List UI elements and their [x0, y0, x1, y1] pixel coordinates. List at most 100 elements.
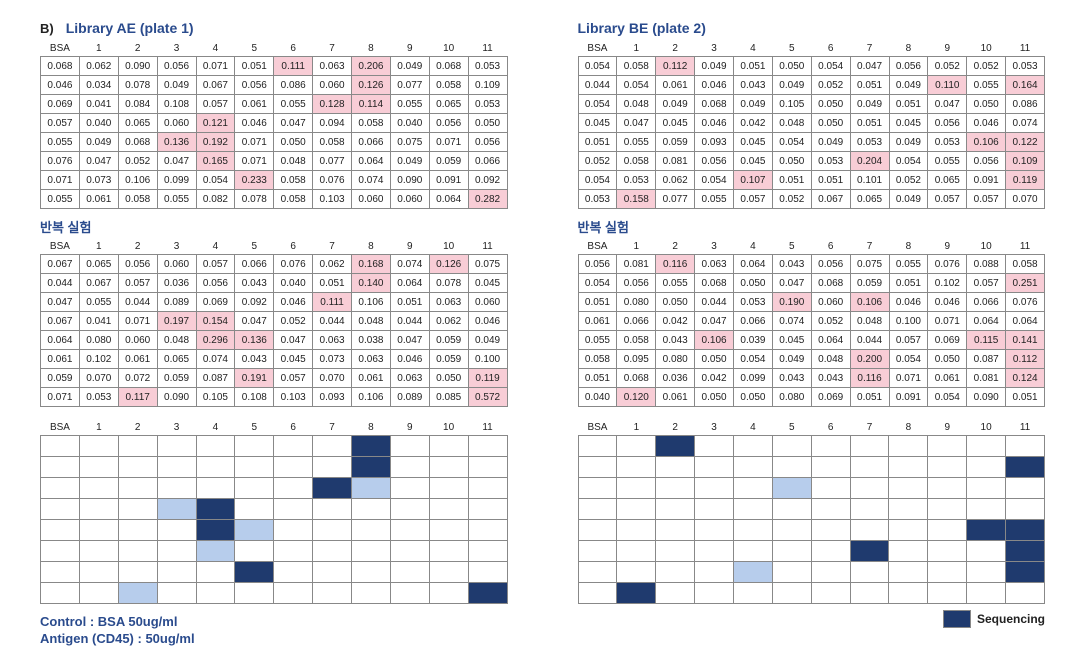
- colorgrid-ae: BSA1234567891011: [40, 419, 508, 604]
- color-cell: [850, 520, 889, 541]
- data-cell: 0.058: [274, 190, 313, 209]
- color-cell: [41, 562, 80, 583]
- data-cell: 0.048: [274, 152, 313, 171]
- data-cell: 0.572: [468, 388, 507, 407]
- data-cell: 0.056: [695, 152, 734, 171]
- color-cell: [41, 541, 80, 562]
- color-cell: [617, 562, 656, 583]
- data-cell: 0.056: [235, 76, 274, 95]
- color-cell: [578, 436, 617, 457]
- data-cell: 0.051: [850, 388, 889, 407]
- data-cell: 0.051: [850, 114, 889, 133]
- data-cell: 0.065: [850, 190, 889, 209]
- color-cell: [772, 436, 811, 457]
- color-cell: [429, 520, 468, 541]
- data-cell: 0.091: [967, 171, 1006, 190]
- data-cell: 0.076: [274, 255, 313, 274]
- color-cell: [967, 583, 1006, 604]
- color-cell: [889, 520, 928, 541]
- color-cell: [313, 541, 352, 562]
- col-header: 7: [313, 40, 352, 57]
- data-cell: 0.045: [468, 274, 507, 293]
- col-header: BSA: [41, 238, 80, 255]
- color-cell: [157, 562, 196, 583]
- data-cell: 0.060: [811, 293, 850, 312]
- data-cell: 0.049: [390, 57, 429, 76]
- data-cell: 0.048: [352, 312, 391, 331]
- data-cell: 0.049: [850, 95, 889, 114]
- color-cell: [468, 499, 507, 520]
- data-cell: 0.048: [850, 312, 889, 331]
- col-header: 2: [656, 419, 695, 436]
- data-cell: 0.058: [118, 190, 157, 209]
- color-cell: [79, 478, 118, 499]
- data-cell: 0.054: [772, 133, 811, 152]
- data-cell: 0.054: [811, 57, 850, 76]
- data-cell: 0.048: [617, 95, 656, 114]
- data-cell: 0.052: [772, 190, 811, 209]
- data-cell: 0.069: [196, 293, 235, 312]
- color-cell: [390, 478, 429, 499]
- data-cell: 0.192: [196, 133, 235, 152]
- data-cell: 0.108: [157, 95, 196, 114]
- data-cell: 0.059: [429, 152, 468, 171]
- color-cell: [274, 499, 313, 520]
- data-cell: 0.046: [390, 350, 429, 369]
- data-cell: 0.101: [850, 171, 889, 190]
- data-cell: 0.103: [274, 388, 313, 407]
- data-cell: 0.089: [157, 293, 196, 312]
- data-cell: 0.091: [429, 171, 468, 190]
- col-header: 4: [196, 419, 235, 436]
- data-cell: 0.055: [79, 293, 118, 312]
- col-header: 5: [235, 238, 274, 255]
- color-cell: [928, 499, 967, 520]
- color-cell: [617, 457, 656, 478]
- col-header: 9: [928, 419, 967, 436]
- data-cell: 0.056: [889, 57, 928, 76]
- data-cell: 0.072: [118, 369, 157, 388]
- data-cell: 0.051: [734, 57, 773, 76]
- data-cell: 0.092: [468, 171, 507, 190]
- color-cell: [274, 457, 313, 478]
- data-cell: 0.053: [850, 133, 889, 152]
- data-cell: 0.052: [811, 312, 850, 331]
- data-cell: 0.065: [157, 350, 196, 369]
- data-cell: 0.059: [41, 369, 80, 388]
- color-cell: [429, 457, 468, 478]
- data-cell: 0.051: [850, 76, 889, 95]
- data-cell: 0.055: [41, 190, 80, 209]
- data-cell: 0.054: [695, 171, 734, 190]
- control-line2: Antigen (CD45) : 50ug/ml: [40, 631, 508, 646]
- data-cell: 0.122: [1006, 133, 1045, 152]
- data-cell: 0.126: [352, 76, 391, 95]
- data-cell: 0.043: [811, 369, 850, 388]
- color-cell: [656, 541, 695, 562]
- color-cell: [274, 478, 313, 499]
- data-cell: 0.047: [695, 312, 734, 331]
- data-cell: 0.067: [196, 76, 235, 95]
- data-cell: 0.105: [196, 388, 235, 407]
- data-cell: 0.040: [578, 388, 617, 407]
- color-cell: [928, 457, 967, 478]
- color-cell: [617, 436, 656, 457]
- color-cell: [1006, 541, 1045, 562]
- repeat-label-be: 반복 실험: [578, 217, 1046, 236]
- data-cell: 0.191: [235, 369, 274, 388]
- col-header: 6: [811, 40, 850, 57]
- data-cell: 0.061: [41, 350, 80, 369]
- color-cell: [928, 520, 967, 541]
- col-header: BSA: [578, 40, 617, 57]
- data-cell: 0.103: [313, 190, 352, 209]
- color-cell: [351, 541, 390, 562]
- data-cell: 0.069: [811, 388, 850, 407]
- data-cell: 0.073: [79, 171, 118, 190]
- color-cell: [429, 562, 468, 583]
- data-cell: 0.060: [390, 190, 429, 209]
- data-cell: 0.068: [429, 57, 468, 76]
- data-cell: 0.090: [157, 388, 196, 407]
- data-cell: 0.067: [41, 312, 80, 331]
- data-cell: 0.090: [390, 171, 429, 190]
- color-cell: [41, 520, 80, 541]
- data-cell: 0.054: [578, 274, 617, 293]
- color-cell: [79, 562, 118, 583]
